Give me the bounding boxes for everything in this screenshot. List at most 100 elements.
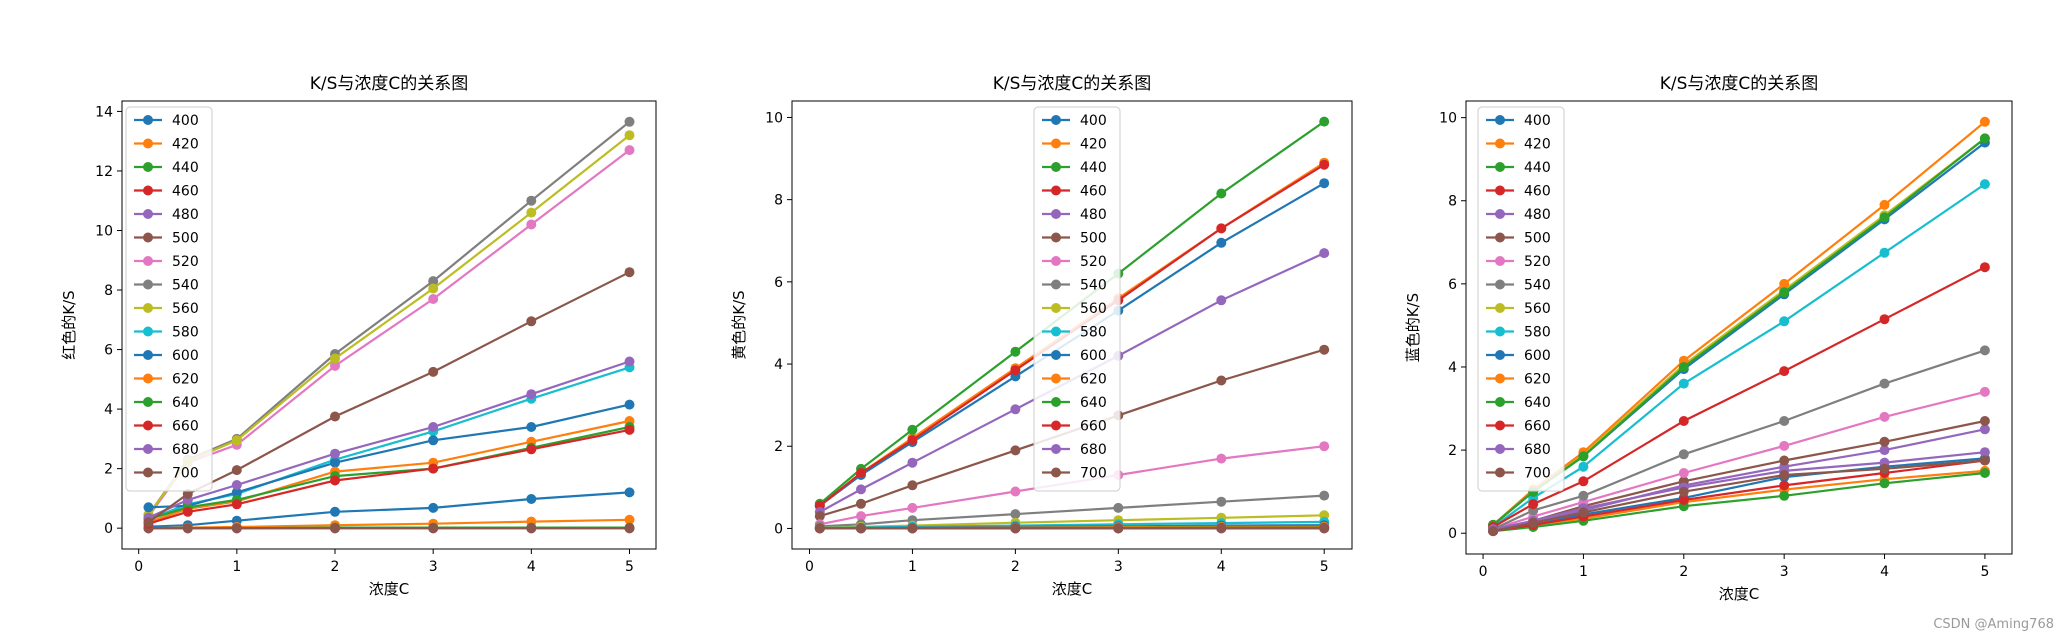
data-point-700 [1488,526,1499,537]
legend: 400 420 440 460 480 500 520 540 560 580 600 620 640 6… [1477,106,1565,492]
legend-label: 540 [1080,278,1107,294]
x-tick-label: 2 [331,559,340,575]
legend-label: 560 [172,301,199,317]
series-line-700 [147,271,630,524]
data-point-440 [1879,478,1890,489]
data-point-500 [1779,455,1790,466]
data-point-620 [1879,199,1890,210]
x-tick-label: 3 [1114,559,1123,575]
data-point-520 [907,502,918,513]
y-axis-label: 黄色的K/S [730,290,748,359]
data-point-500 [814,511,825,522]
data-point-700 [1979,455,1990,466]
data-point-700 [856,523,866,534]
x-axis-label: 浓度C [369,580,409,598]
legend-label: 640 [1080,395,1107,411]
chart-panel-1: 0 1 2 3 4 502468101214K/S与浓度C的关系图浓度C红色的K/S400… [60,74,657,598]
legend-marker [1051,115,1061,125]
legend-box [1033,106,1121,492]
data-point-400 [1216,237,1227,248]
y-tick-label: 4 [774,357,783,373]
data-point-500 [1216,375,1227,386]
legend-marker [1051,185,1061,196]
series-line-680 [148,360,630,519]
legend-marker [143,467,153,478]
legend-label: 600 [1524,348,1551,364]
y-tick-label: 8 [774,193,783,209]
legend-marker [143,279,153,290]
data-point-660 [1879,314,1890,325]
legend-label: 460 [1524,184,1551,200]
legend-marker [1051,256,1061,266]
data-point-660 [1528,499,1539,510]
legend-label: 660 [172,419,199,435]
data-point-700 [907,523,918,534]
legend-marker [1495,162,1505,172]
data-point-660 [1678,416,1689,426]
data-point-520 [1319,441,1330,452]
legend-marker [143,420,153,431]
legend-label: 700 [1524,466,1551,482]
data-point-540 [1319,490,1330,501]
y-tick-label: 6 [104,343,113,359]
data-point-660 [526,444,537,455]
legend-label: 460 [172,184,199,200]
data-point-700 [143,517,154,528]
legend-label: 520 [172,254,199,270]
x-axis-label: 浓度C [1719,585,1759,603]
data-point-500 [907,480,918,491]
data-point-680 [526,389,537,400]
data-point-500 [182,523,193,534]
data-point-500 [1319,344,1330,355]
legend-label: 660 [1524,419,1551,435]
data-point-540 [1979,345,1990,356]
data-point-460 [856,468,866,478]
legend-marker [143,232,153,243]
legend-label: 540 [1524,278,1551,294]
legend-label: 420 [1524,137,1551,153]
data-point-400 [428,502,439,513]
chart-panel-2: 0 1 2 3 4 50246810K/S与浓度C的关系图浓度C黄色的K/S4004204… [730,74,1353,598]
data-point-540 [1678,449,1689,460]
y-tick-label: 2 [1448,443,1457,459]
data-point-700 [330,411,340,422]
legend-marker [1051,162,1061,172]
series-group [1488,116,1990,537]
data-point-680 [624,356,635,367]
legend-label: 580 [1524,325,1551,341]
data-point-540 [624,116,635,127]
x-tick-label: 1 [908,559,917,575]
data-point-640 [1879,212,1890,223]
data-point-600 [526,422,537,432]
legend-marker [1495,232,1505,243]
data-point-480 [1879,445,1890,456]
legend-marker [143,303,153,313]
legend-label: 640 [172,395,199,411]
data-point-580 [1578,461,1589,472]
y-tick-label: 4 [104,402,113,418]
data-point-400 [1319,178,1330,189]
legend-marker [143,326,153,337]
data-point-500 [428,523,439,534]
data-point-540 [428,276,439,287]
data-point-520 [1879,411,1890,422]
data-point-480 [1216,295,1227,306]
series-group [814,116,1330,534]
data-point-480 [1979,424,1990,435]
legend-marker [1051,397,1061,407]
x-tick-label: 3 [1780,564,1789,580]
series-line-560 [147,134,631,516]
legend-label: 480 [1524,207,1551,223]
data-point-700 [1578,507,1589,518]
legend-marker [1495,138,1505,149]
data-point-480 [1319,248,1330,259]
data-point-560 [330,353,340,364]
legend-marker [1051,303,1061,313]
legend-label: 440 [1524,160,1551,176]
axes-frame [1465,100,2013,555]
y-tick-label: 12 [95,164,113,180]
legend-marker [143,115,153,125]
x-tick-label: 5 [625,559,634,575]
data-point-520 [428,294,439,304]
